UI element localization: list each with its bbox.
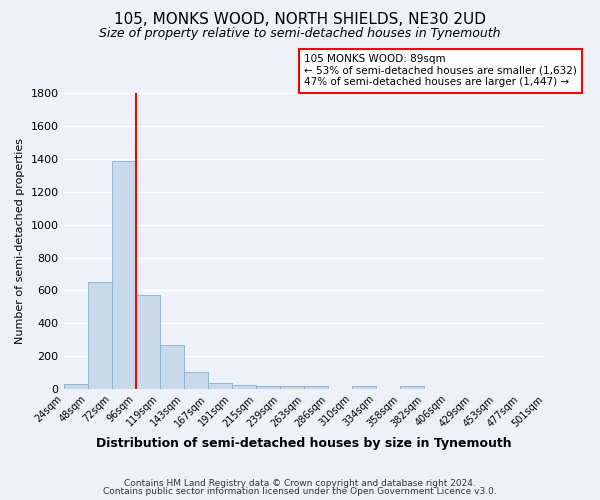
Bar: [112, 160, 136, 389]
X-axis label: Distribution of semi-detached houses by size in Tynemouth: Distribution of semi-detached houses by …: [96, 437, 512, 450]
Bar: [280, 386, 304, 389]
Bar: [208, 383, 232, 389]
Bar: [352, 386, 376, 389]
Bar: [400, 386, 424, 389]
Text: Contains public sector information licensed under the Open Government Licence v3: Contains public sector information licen…: [103, 487, 497, 496]
Bar: [304, 386, 328, 389]
Bar: [88, 282, 112, 389]
Bar: [184, 372, 208, 389]
Text: 105 MONKS WOOD: 89sqm
← 53% of semi-detached houses are smaller (1,632)
47% of s: 105 MONKS WOOD: 89sqm ← 53% of semi-deta…: [304, 54, 577, 88]
Bar: [160, 344, 184, 389]
Y-axis label: Number of semi-detached properties: Number of semi-detached properties: [15, 138, 25, 344]
Text: Size of property relative to semi-detached houses in Tynemouth: Size of property relative to semi-detach…: [99, 28, 501, 40]
Text: Contains HM Land Registry data © Crown copyright and database right 2024.: Contains HM Land Registry data © Crown c…: [124, 478, 476, 488]
Text: 105, MONKS WOOD, NORTH SHIELDS, NE30 2UD: 105, MONKS WOOD, NORTH SHIELDS, NE30 2UD: [114, 12, 486, 28]
Bar: [136, 296, 160, 389]
Bar: [64, 384, 88, 389]
Bar: [232, 385, 256, 389]
Bar: [256, 386, 280, 389]
